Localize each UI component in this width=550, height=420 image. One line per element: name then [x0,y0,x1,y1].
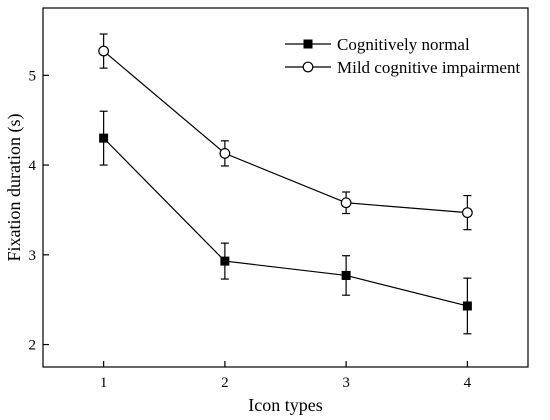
x-tick-label: 1 [100,375,108,391]
legend-marker [303,39,313,49]
x-tick-label: 3 [342,375,350,391]
series-line [103,137,468,307]
y-axis: 2 3 4 5 [29,68,49,354]
data-point [99,133,109,143]
y-tick-label: 2 [29,338,37,354]
series-line [103,50,468,214]
legend-item-2: Mild cognitive impairment [285,58,520,77]
data-point [341,270,351,280]
series-1 [99,110,472,335]
data-point [340,197,352,209]
plot-area [42,7,529,368]
data-point [220,256,230,266]
x-tick-label: 4 [464,375,472,391]
x-axis: 1 2 3 4 [100,361,472,391]
legend-item-1: Cognitively normal [285,35,470,54]
y-tick-label: 5 [29,68,37,84]
legend: Cognitively normal Mild cognitive impairm… [285,35,520,77]
data-point [462,301,472,311]
x-axis-title: Icon types [248,395,322,415]
plot-frame [42,7,529,368]
legend-marker [302,61,314,73]
legend-label: Cognitively normal [337,35,470,54]
y-tick-label: 3 [29,248,37,264]
data-point [219,147,231,159]
x-tick-label: 2 [221,375,229,391]
data-point [461,207,473,219]
data-point [98,45,110,57]
legend-label: Mild cognitive impairment [337,58,520,77]
series-layer [98,33,473,335]
y-tick-label: 4 [29,158,37,174]
series-2 [98,33,473,231]
y-axis-title: Fixation duration (s) [4,114,25,262]
